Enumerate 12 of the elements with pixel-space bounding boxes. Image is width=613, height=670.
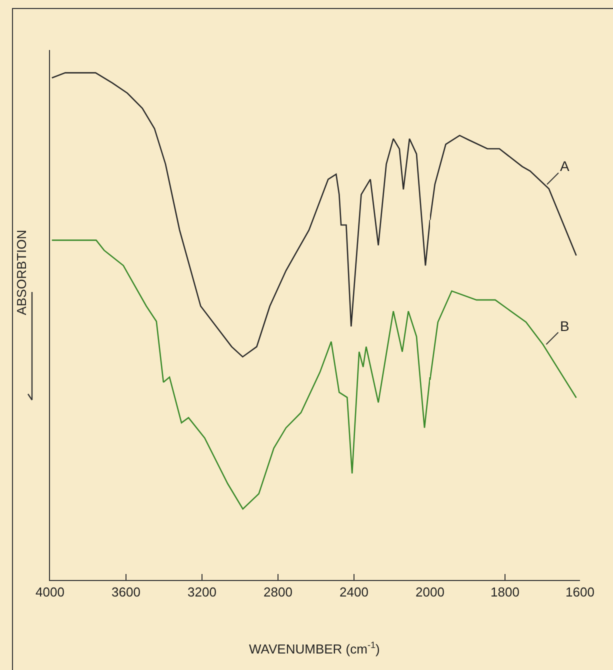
- x-tick-label: 1600: [566, 584, 594, 600]
- x-tick-label: 1800: [490, 584, 520, 600]
- x-tick-label: 2000: [416, 584, 444, 600]
- x-axis-title: WAVENUMBER (cm$^{-1}$): [249, 640, 380, 656]
- annotation: B: [560, 318, 570, 334]
- x-tick-label: 3200: [188, 584, 216, 600]
- x-tick-label: 2400: [340, 584, 368, 600]
- x-tick-label: 4000: [36, 584, 64, 600]
- x-tick-label: 3600: [112, 584, 140, 600]
- y-axis-title: ABSORBTION: [14, 230, 29, 316]
- annotation: A: [560, 158, 570, 174]
- x-tick-label: 2800: [264, 584, 292, 600]
